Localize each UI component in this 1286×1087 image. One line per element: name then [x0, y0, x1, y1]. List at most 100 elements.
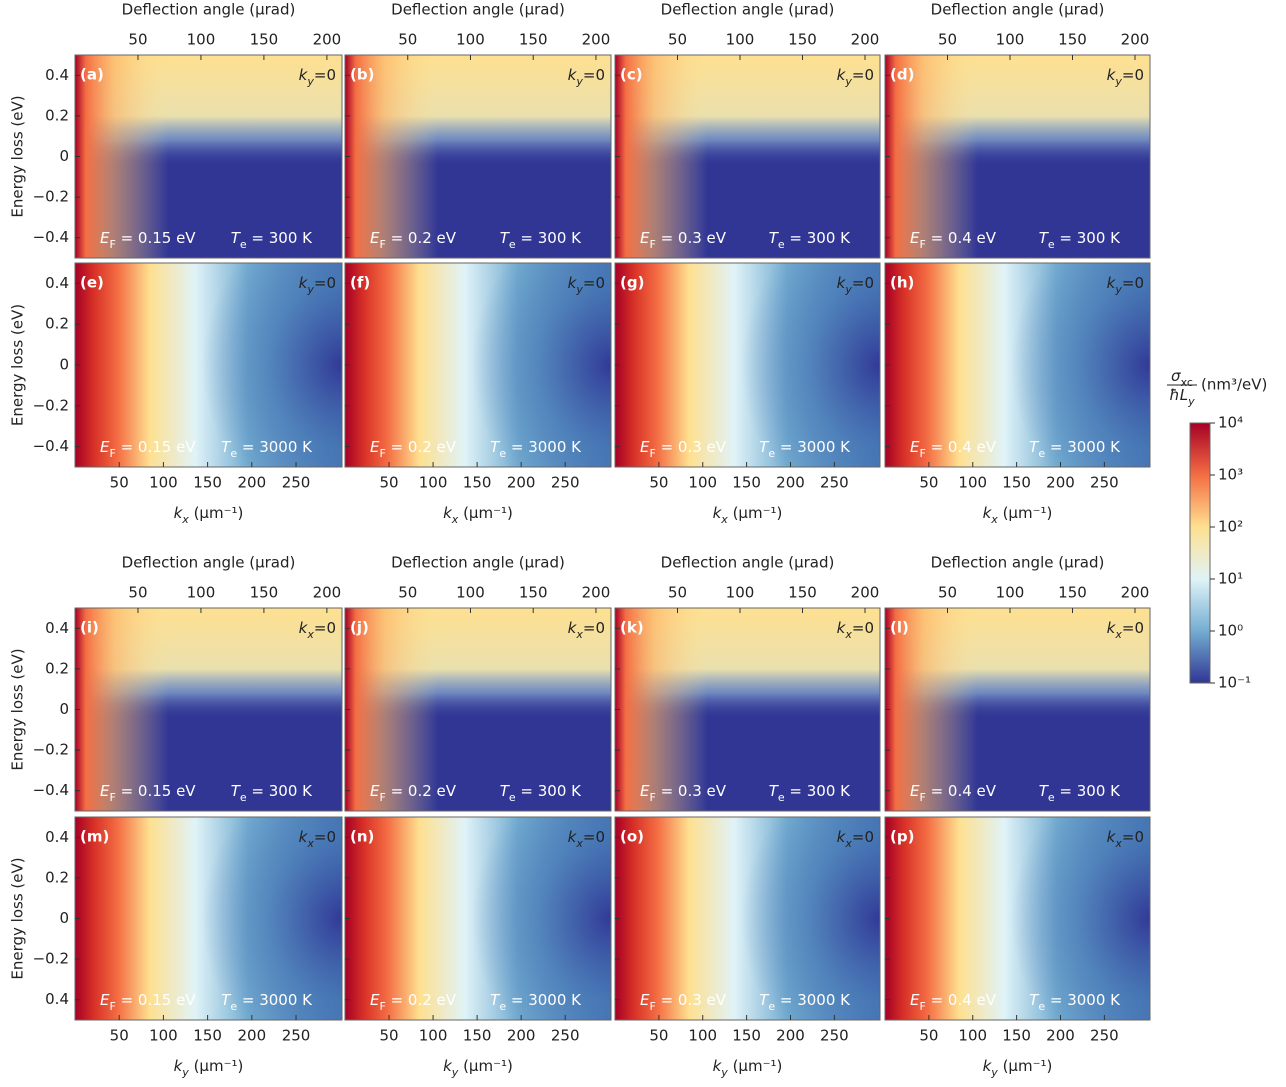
cut-annotation-part: x [844, 837, 852, 850]
fermi-energy-part: = 0.2 eV [386, 782, 457, 800]
cut-annotation-part: =0 [314, 66, 336, 84]
x-tick-label: 100 [419, 474, 448, 492]
temperature-part: T [1029, 438, 1040, 456]
temperature: Te = 300 K [769, 782, 851, 804]
x-axis-label-part: k [713, 1057, 723, 1075]
top-tick-label: 150 [788, 31, 817, 49]
y-tick-label: −0.4 [33, 228, 69, 246]
cut-annotation: ky=0 [568, 274, 605, 296]
top-tick-label: 100 [456, 584, 485, 602]
cut-annotation-part: k [1107, 66, 1117, 84]
fermi-energy-part: F [109, 1000, 115, 1013]
x-tick-label: 50 [379, 1027, 398, 1045]
y-tick-label: −0.2 [33, 950, 69, 968]
temperature-part: = 3000 K [506, 991, 582, 1009]
y-tick-label: 0.2 [45, 315, 69, 333]
y-tick-label: 0.4 [45, 828, 69, 846]
x-tick-label: 250 [820, 1027, 849, 1045]
cut-annotation-part: k [568, 66, 578, 84]
y-tick-label: −0.2 [33, 396, 69, 414]
x-axis-label-part: y [181, 1066, 189, 1079]
cut-annotation-part: x [306, 837, 314, 850]
panel-label: (p) [890, 828, 914, 846]
x-axis-label-part: k [983, 504, 993, 522]
colorbar-title-den: ħLy [1169, 386, 1195, 408]
x-axis-label: ky (μm⁻¹) [983, 1057, 1053, 1079]
fermi-energy-part: E [100, 782, 110, 800]
fermi-energy-part: = 0.2 eV [386, 229, 457, 247]
panel-label: (m) [80, 828, 109, 846]
x-tick-label: 250 [1090, 474, 1119, 492]
y-tick-label: 0.4 [45, 66, 69, 84]
y-axis-label: Energy loss (eV) [9, 648, 27, 770]
x-tick-label: 200 [507, 1027, 536, 1045]
cut-annotation-part: y [844, 283, 852, 296]
fermi-energy-part: F [109, 447, 115, 460]
heatmap-core [75, 817, 342, 1020]
x-axis-label: kx (μm⁻¹) [174, 504, 244, 526]
fermi-energy: EF = 0.3 eV [640, 438, 727, 460]
fermi-energy-part: F [379, 791, 385, 804]
cut-annotation: ky=0 [837, 274, 874, 296]
temperature-part: T [759, 991, 770, 1009]
cut-annotation-part: =0 [314, 274, 336, 292]
cut-annotation: kx=0 [299, 619, 336, 641]
x-axis-label: kx (μm⁻¹) [443, 504, 513, 526]
colorbar-tick-label: 10⁰ [1218, 622, 1243, 640]
top-tick-label: 150 [519, 584, 548, 602]
fermi-energy-part: F [379, 238, 385, 251]
temperature-part: = 3000 K [237, 991, 313, 1009]
x-tick-label: 50 [110, 1027, 129, 1045]
x-axis-label-part: y [990, 1066, 998, 1079]
cut-annotation: kx=0 [837, 828, 874, 850]
top-tick-label: 200 [1121, 584, 1150, 602]
cut-annotation: kx=0 [837, 619, 874, 641]
cut-annotation-part: k [568, 274, 578, 292]
cut-annotation-part: k [1107, 828, 1117, 846]
x-tick-label: 250 [551, 1027, 580, 1045]
x-tick-label: 150 [463, 474, 492, 492]
heatmap-core [885, 263, 1150, 467]
colorbar-tick-label: 10³ [1218, 466, 1243, 484]
cut-annotation: ky=0 [299, 274, 336, 296]
temperature-part: T [490, 438, 501, 456]
fermi-energy: EF = 0.4 eV [910, 438, 997, 460]
temperature-part: = 3000 K [775, 991, 851, 1009]
y-tick-label: −0.4 [33, 781, 69, 799]
cut-annotation-part: x [575, 628, 583, 641]
cut-annotation-part: k [568, 828, 578, 846]
x-tick-label: 200 [1046, 474, 1075, 492]
x-axis-label-part: (μm⁻¹) [728, 1057, 783, 1075]
x-axis-label-part: x [451, 513, 459, 526]
top-axis-label: Deflection angle (μrad) [122, 554, 296, 572]
cut-annotation: ky=0 [299, 66, 336, 88]
temperature-part: = 300 K [785, 782, 852, 800]
temperature-part: = 300 K [516, 229, 583, 247]
top-tick-label: 200 [582, 31, 611, 49]
temperature: Te = 300 K [769, 229, 851, 251]
x-axis-label: kx (μm⁻¹) [983, 504, 1053, 526]
panel-label: (n) [350, 828, 374, 846]
x-tick-label: 150 [1002, 1027, 1031, 1045]
temperature: Te = 3000 K [221, 991, 313, 1013]
y-tick-label: 0 [59, 356, 69, 374]
fermi-energy-part: E [910, 438, 920, 456]
panel-label: (g) [620, 274, 644, 292]
cut-annotation-part: =0 [314, 828, 336, 846]
x-axis-label-part: (μm⁻¹) [189, 1057, 244, 1075]
temperature-part: = 300 K [1055, 782, 1122, 800]
fermi-energy: EF = 0.2 eV [370, 991, 457, 1013]
cut-annotation-part: x [306, 628, 314, 641]
temperature: Te = 3000 K [759, 438, 851, 460]
cut-annotation-part: k [1107, 619, 1117, 637]
temperature-part: = 3000 K [1045, 438, 1121, 456]
temperature-part: e [230, 1000, 237, 1013]
heatmap-core [885, 817, 1150, 1020]
fermi-energy-part: = 0.4 eV [926, 229, 997, 247]
fermi-energy-part: F [649, 238, 655, 251]
temperature: Te = 3000 K [221, 438, 313, 460]
panel-label: (a) [80, 66, 104, 84]
fermi-energy-part: F [919, 447, 925, 460]
cut-annotation-part: =0 [852, 619, 874, 637]
y-tick-label: 0.2 [45, 659, 69, 677]
